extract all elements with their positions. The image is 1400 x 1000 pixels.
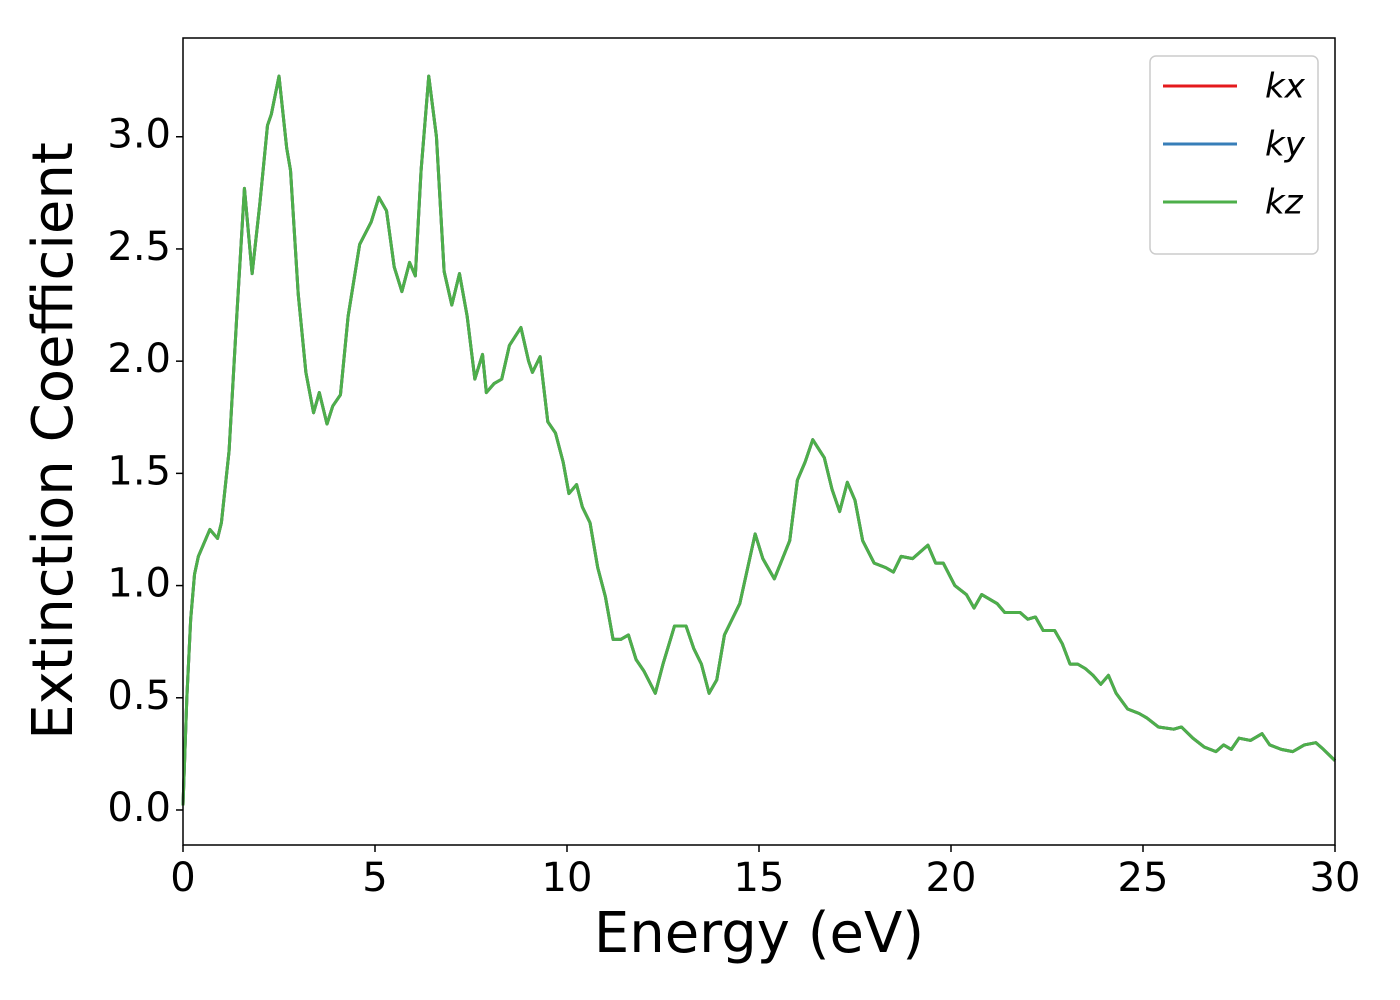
legend-label: kx <box>1265 67 1306 107</box>
line-series <box>181 74 1337 806</box>
x-tick-label: 25 <box>1118 855 1169 901</box>
y-tick-label: 1.5 <box>107 448 171 494</box>
plot-frame <box>182 37 1336 846</box>
x-tick-label: 5 <box>362 855 387 901</box>
legend-box <box>1149 55 1319 255</box>
y-tick-label: 3.0 <box>107 112 171 158</box>
y-tick-label: 0.0 <box>107 785 171 831</box>
x-axis-label: Energy (eV) <box>594 901 924 966</box>
y-tick-label: 2.5 <box>107 224 171 270</box>
y-tick-label: 1.0 <box>107 561 171 607</box>
x-tick-label: 20 <box>926 855 977 901</box>
y-tick-label: 2.0 <box>107 336 171 382</box>
x-tick-label: 0 <box>170 855 195 901</box>
x-tick-label: 10 <box>542 855 593 901</box>
legend-label: kz <box>1265 183 1304 223</box>
y-tick-label: 0.5 <box>107 673 171 719</box>
legend-label: ky <box>1265 125 1306 165</box>
x-tick-label: 30 <box>1310 855 1361 901</box>
x-tick-label: 15 <box>734 855 785 901</box>
y-axis-label: Extinction Coefficient <box>21 142 86 740</box>
